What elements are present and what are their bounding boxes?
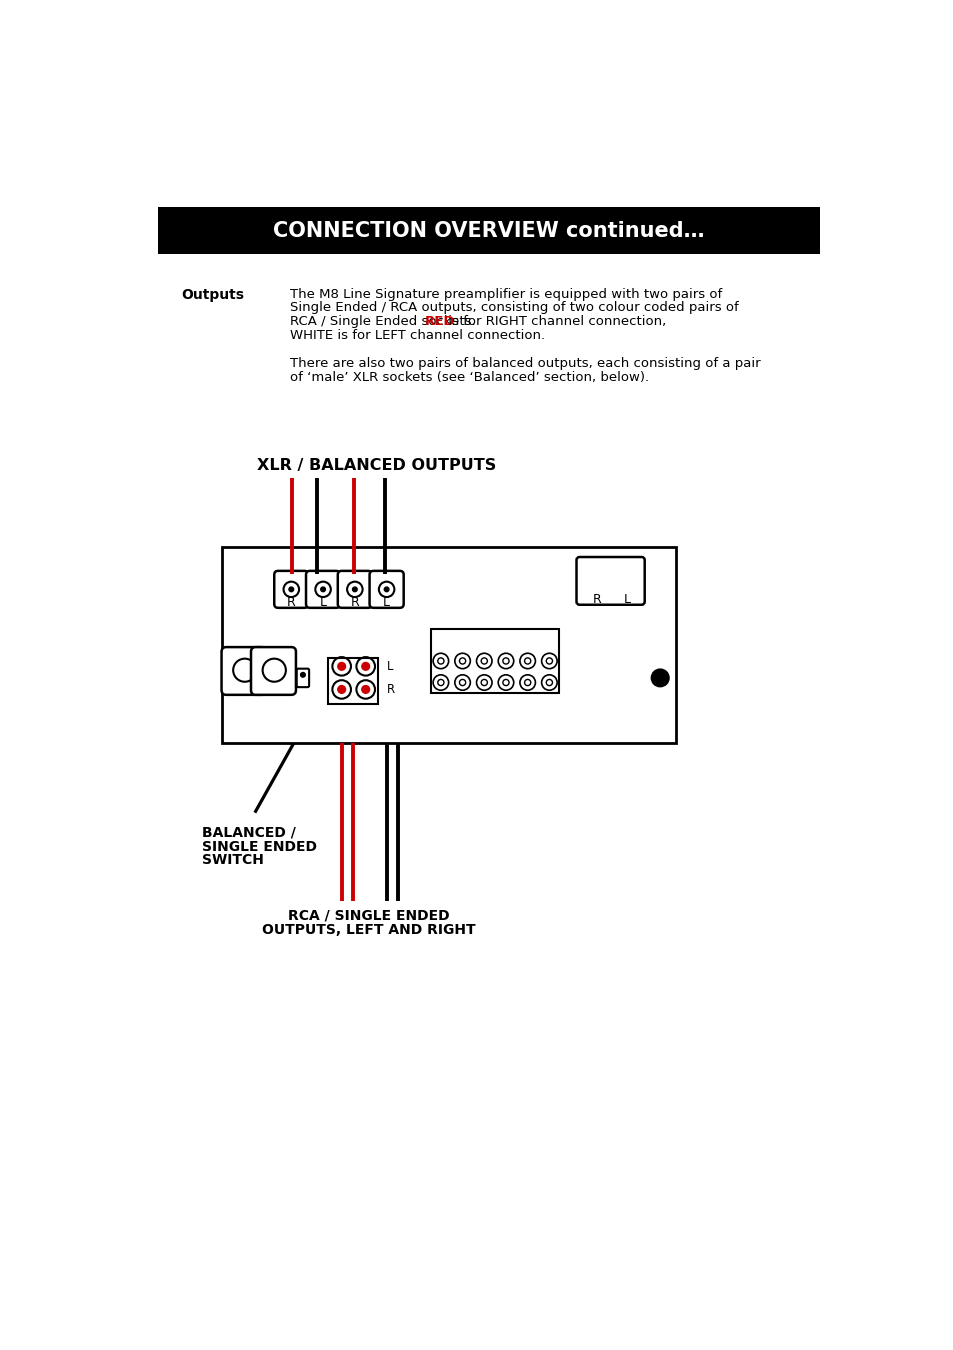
Bar (328, 657, 377, 705)
Circle shape (524, 679, 530, 686)
Text: is for RIGHT channel connection,: is for RIGHT channel connection, (443, 316, 665, 328)
Bar (158, 207, 819, 254)
Circle shape (433, 675, 448, 690)
Circle shape (378, 582, 394, 597)
Text: Outputs: Outputs (181, 288, 244, 301)
Circle shape (546, 679, 552, 686)
Text: CONNECTION OVERVIEW continued…: CONNECTION OVERVIEW continued… (273, 220, 704, 240)
Circle shape (502, 657, 509, 664)
Circle shape (589, 576, 603, 591)
Circle shape (459, 657, 465, 664)
Circle shape (433, 653, 448, 668)
Circle shape (437, 657, 443, 664)
Circle shape (353, 587, 356, 591)
Circle shape (361, 663, 369, 670)
Circle shape (541, 675, 557, 690)
Circle shape (476, 653, 492, 668)
FancyBboxPatch shape (576, 558, 644, 605)
Text: L: L (622, 593, 630, 606)
Circle shape (455, 653, 470, 668)
Text: SINGLE ENDED: SINGLE ENDED (202, 840, 316, 853)
FancyBboxPatch shape (251, 647, 295, 695)
Circle shape (519, 675, 535, 690)
Text: RED: RED (424, 316, 455, 328)
Circle shape (332, 680, 351, 699)
Text: OUTPUTS, LEFT AND RIGHT: OUTPUTS, LEFT AND RIGHT (262, 923, 476, 937)
Circle shape (356, 680, 375, 699)
Circle shape (347, 582, 362, 597)
Text: SWITCH: SWITCH (202, 853, 264, 868)
FancyBboxPatch shape (610, 567, 641, 601)
Circle shape (524, 657, 530, 664)
Circle shape (315, 582, 331, 597)
Circle shape (624, 582, 629, 586)
Circle shape (262, 659, 286, 682)
Circle shape (233, 659, 256, 682)
Bar (222, 547, 675, 744)
FancyBboxPatch shape (221, 647, 266, 695)
Text: WHITE is for LEFT channel connection.: WHITE is for LEFT channel connection. (290, 329, 544, 342)
Text: There are also two pairs of balanced outputs, each consisting of a pair: There are also two pairs of balanced out… (290, 356, 760, 370)
Circle shape (476, 675, 492, 690)
Circle shape (651, 670, 668, 686)
FancyBboxPatch shape (274, 571, 308, 608)
Text: RCA / Single Ended sockets.: RCA / Single Ended sockets. (290, 316, 479, 328)
Circle shape (502, 679, 509, 686)
Circle shape (283, 582, 298, 597)
Text: R: R (287, 597, 295, 609)
Text: Single Ended / RCA outputs, consisting of two colour coded pairs of: Single Ended / RCA outputs, consisting o… (290, 301, 738, 315)
Circle shape (356, 657, 375, 675)
Circle shape (337, 686, 345, 694)
Circle shape (437, 679, 443, 686)
Circle shape (289, 587, 294, 591)
Text: R: R (386, 683, 395, 697)
Circle shape (619, 576, 633, 591)
Circle shape (361, 686, 369, 694)
Text: L: L (386, 660, 393, 672)
Circle shape (480, 657, 487, 664)
Circle shape (455, 675, 470, 690)
FancyBboxPatch shape (306, 571, 340, 608)
Circle shape (300, 672, 305, 678)
Circle shape (594, 582, 598, 586)
Circle shape (497, 675, 513, 690)
Circle shape (337, 663, 345, 670)
Circle shape (320, 587, 325, 591)
Text: BALANCED /: BALANCED / (202, 826, 295, 840)
Text: L: L (383, 597, 390, 609)
FancyBboxPatch shape (296, 668, 309, 687)
Text: R: R (592, 593, 600, 606)
FancyBboxPatch shape (369, 571, 403, 608)
Circle shape (546, 657, 552, 664)
Text: XLR / BALANCED OUTPUTS: XLR / BALANCED OUTPUTS (257, 459, 496, 474)
Circle shape (497, 653, 513, 668)
Bar (431, 629, 558, 693)
Text: R: R (350, 597, 359, 609)
Text: RCA / SINGLE ENDED: RCA / SINGLE ENDED (288, 909, 449, 923)
Text: The M8 Line Signature preamplifier is equipped with two pairs of: The M8 Line Signature preamplifier is eq… (290, 288, 721, 301)
Text: of ‘male’ XLR sockets (see ‘Balanced’ section, below).: of ‘male’ XLR sockets (see ‘Balanced’ se… (290, 371, 648, 383)
Circle shape (519, 653, 535, 668)
Circle shape (384, 587, 389, 591)
Circle shape (459, 679, 465, 686)
Text: L: L (319, 597, 326, 609)
Circle shape (541, 653, 557, 668)
Circle shape (332, 657, 351, 675)
Circle shape (480, 679, 487, 686)
FancyBboxPatch shape (337, 571, 372, 608)
FancyBboxPatch shape (579, 567, 611, 601)
